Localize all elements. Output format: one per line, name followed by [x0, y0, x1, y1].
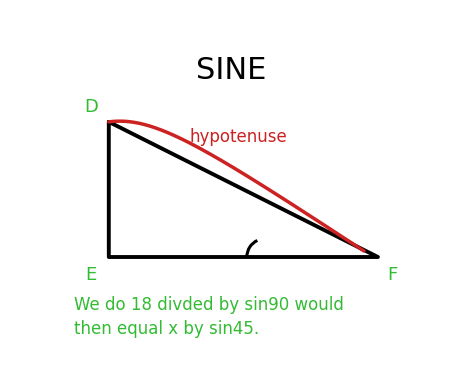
Text: E: E: [86, 266, 97, 284]
Text: D: D: [84, 98, 98, 116]
Text: then equal x by sin45.: then equal x by sin45.: [74, 320, 259, 338]
Text: We do 18 divded by sin90 would: We do 18 divded by sin90 would: [74, 296, 344, 314]
Text: SINE: SINE: [196, 56, 267, 85]
Text: hypotenuse: hypotenuse: [189, 128, 287, 146]
Text: F: F: [387, 266, 397, 284]
